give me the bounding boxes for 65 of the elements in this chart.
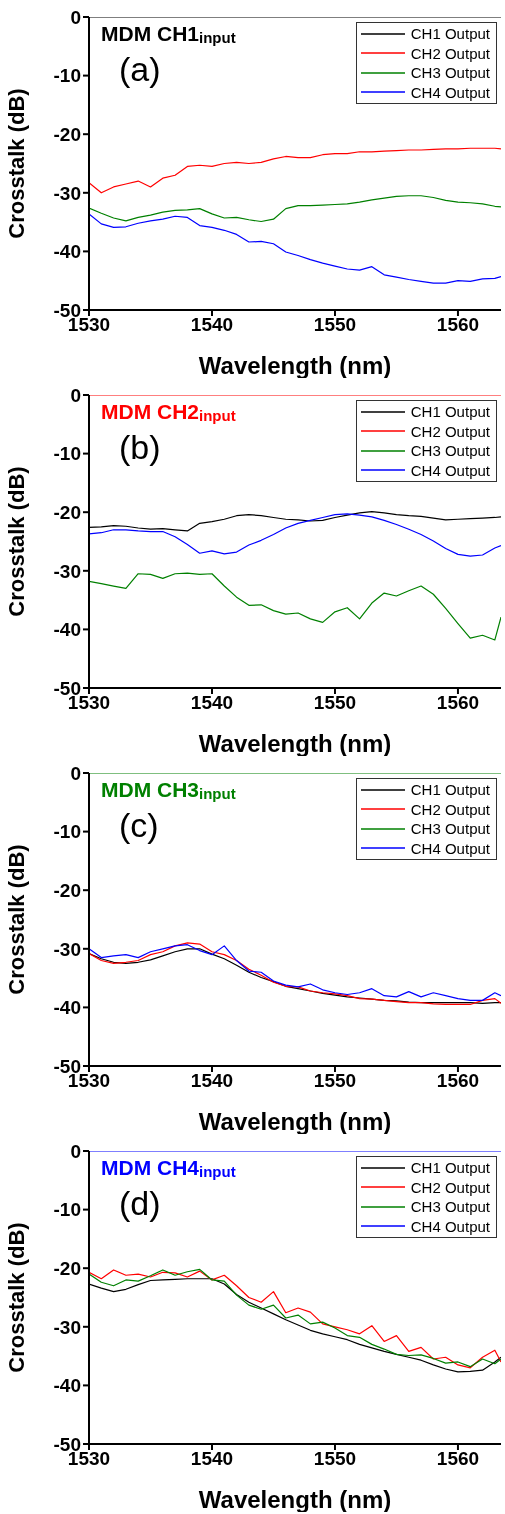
- y-tick-label: 0: [70, 6, 81, 28]
- y-tick-label: -10: [53, 65, 81, 87]
- legend-label: CH3 Output: [410, 819, 490, 839]
- y-axis-title: Crosstalk (dB): [3, 1222, 29, 1373]
- legend-label: CH1 Output: [410, 24, 490, 44]
- x-tick-label: 1540: [190, 1070, 234, 1092]
- x-tick-label: 1560: [436, 692, 480, 714]
- y-tick-label: 0: [70, 384, 81, 406]
- annotation: (b): [119, 428, 161, 467]
- annotation: MDM CH4$_{input}$: [101, 1156, 236, 1180]
- y-tick-label: -30: [53, 938, 81, 960]
- y-tick-label: -20: [53, 1257, 81, 1279]
- x-tick-label: 1550: [313, 1448, 357, 1470]
- annotation: (a): [119, 50, 161, 89]
- annotation: MDM CH1$_{input}$: [101, 22, 236, 46]
- line-series: [89, 572, 501, 641]
- annotation: MDM CH2$_{input}$: [101, 400, 236, 424]
- y-tick-label: -10: [53, 821, 81, 843]
- legend-label: CH3 Output: [410, 63, 490, 83]
- y-tick-label: -30: [53, 182, 81, 204]
- legend-label: CH4 Output: [410, 460, 490, 480]
- legend-label: CH2 Output: [410, 1177, 490, 1197]
- x-tick-label: 1550: [313, 692, 357, 714]
- x-tick-label: 1540: [190, 314, 234, 336]
- legend-label: CH1 Output: [410, 1158, 490, 1178]
- x-tick-label: 1540: [190, 692, 234, 714]
- legend-label: CH3 Output: [410, 1197, 490, 1217]
- annotation: (c): [119, 806, 159, 845]
- legend-label: CH2 Output: [410, 799, 490, 819]
- y-tick-label: -40: [53, 619, 81, 641]
- legend-label: CH3 Output: [410, 441, 490, 461]
- line-series: [89, 213, 501, 284]
- y-tick-label: -30: [53, 1316, 81, 1338]
- y-tick-label: -20: [53, 123, 81, 145]
- line-series: [89, 147, 501, 194]
- line-series: [89, 195, 501, 223]
- legend-label: CH4 Output: [410, 838, 490, 858]
- legend-label: CH4 Output: [410, 82, 490, 102]
- y-tick-label: -10: [53, 1199, 81, 1221]
- x-tick-label: 1540: [190, 1448, 234, 1470]
- x-tick-label: 1560: [436, 1448, 480, 1470]
- x-tick-label: 1560: [436, 314, 480, 336]
- y-axis-title: Crosstalk (dB): [3, 844, 29, 995]
- y-tick-label: -30: [53, 560, 81, 582]
- y-tick-label: -40: [53, 1375, 81, 1397]
- x-tick-label: 1560: [436, 1070, 480, 1092]
- y-tick-label: -40: [53, 997, 81, 1019]
- x-tick-label: 1550: [313, 314, 357, 336]
- y-tick-label: -20: [53, 879, 81, 901]
- y-axis-title: Crosstalk (dB): [3, 88, 29, 239]
- y-tick-label: 0: [70, 762, 81, 784]
- y-tick-label: -10: [53, 443, 81, 465]
- x-tick-label: 1550: [313, 1070, 357, 1092]
- y-tick-label: -40: [53, 241, 81, 263]
- annotation: MDM CH3$_{input}$: [101, 778, 236, 802]
- legend-label: CH2 Output: [410, 421, 490, 441]
- legend-label: CH2 Output: [410, 43, 490, 63]
- legend-label: CH1 Output: [410, 780, 490, 800]
- annotation: (d): [119, 1184, 161, 1223]
- legend-label: CH4 Output: [410, 1216, 490, 1236]
- y-tick-label: 0: [70, 1140, 81, 1162]
- y-tick-label: -20: [53, 501, 81, 523]
- legend-label: CH1 Output: [410, 402, 490, 422]
- y-axis-title: Crosstalk (dB): [3, 466, 29, 617]
- line-series: [89, 513, 501, 557]
